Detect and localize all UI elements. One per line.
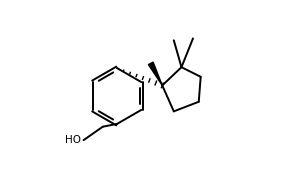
Text: HO: HO <box>65 135 81 145</box>
Polygon shape <box>148 62 162 85</box>
